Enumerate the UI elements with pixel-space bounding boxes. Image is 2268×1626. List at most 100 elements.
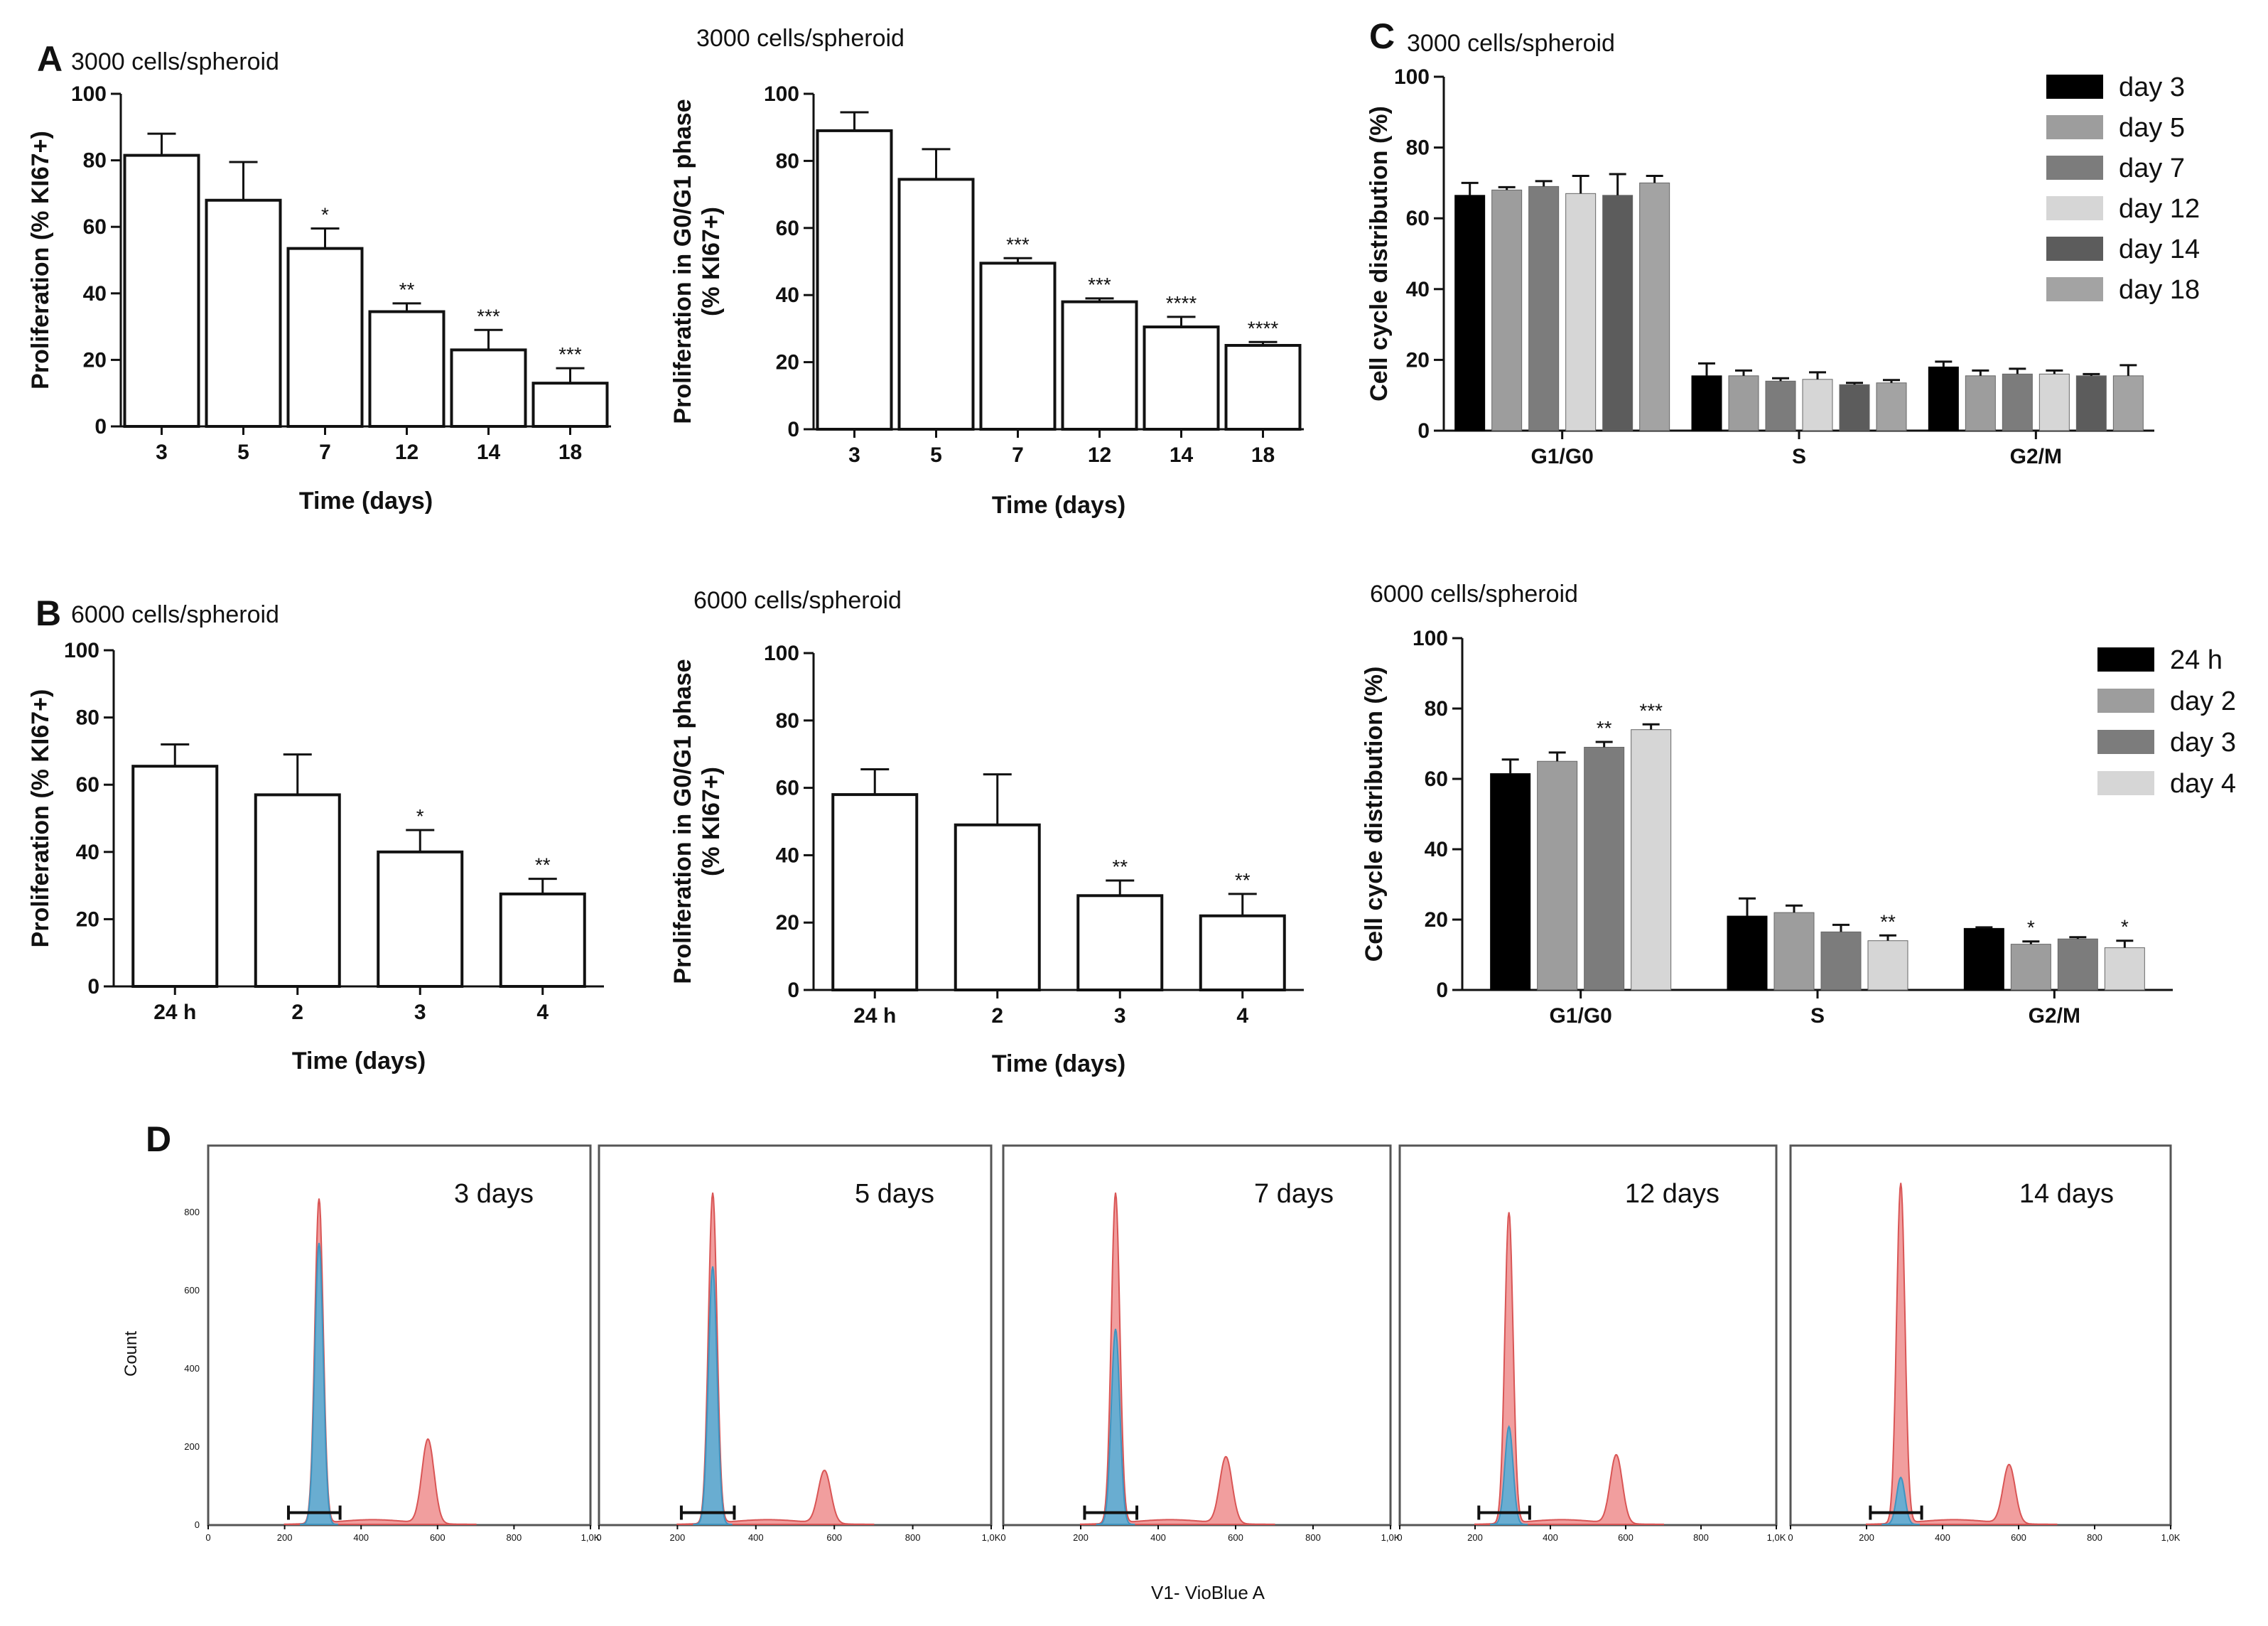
chart-caption: 3000 cells/spheroid xyxy=(71,48,279,75)
histogram-frame xyxy=(1002,1144,1392,1527)
bar xyxy=(1199,914,1286,991)
x-tick-label: 2 xyxy=(291,1001,303,1024)
chart-caption: 6000 cells/spheroid xyxy=(1370,581,1578,608)
histogram-panel: 12 days 0 200 400 600 800 1,0K xyxy=(1397,1144,1786,1543)
bar xyxy=(1061,300,1138,431)
significance-mark: * xyxy=(321,204,329,226)
y-tick-label: 20 xyxy=(1425,908,1448,932)
histogram-frame xyxy=(598,1144,993,1527)
x-tick-label: 200 xyxy=(1467,1532,1483,1543)
bar xyxy=(377,850,464,989)
y-tick-label: 20 xyxy=(83,348,107,372)
bar xyxy=(1867,940,1908,991)
x-tick-label: 600 xyxy=(826,1532,842,1543)
y-axis-title-line: Proliferation (% KI67+) xyxy=(27,131,54,389)
chart-C2: 6000 cells/spheroid 0 20 40 60 80 100 Cell cycl… xyxy=(1361,581,2236,1028)
histogram-label: 3 days xyxy=(454,1179,534,1209)
histogram-label: 7 days xyxy=(1254,1179,1334,1209)
y-tick-label: 40 xyxy=(1425,838,1448,861)
bar xyxy=(1454,195,1486,431)
x-tick-label: 24 h xyxy=(853,1004,896,1028)
x-axis-title: Time (days) xyxy=(292,1048,426,1075)
histogram-panel: 7 days 0 200 400 600 800 1,0K xyxy=(1000,1144,1400,1543)
x-tick-label: 200 xyxy=(1859,1532,1874,1543)
bar xyxy=(1728,375,1759,431)
significance-mark: *** xyxy=(1088,274,1111,296)
bar xyxy=(1876,382,1907,431)
legend-swatch xyxy=(2046,75,2103,99)
bar xyxy=(1528,185,1560,431)
bar xyxy=(1691,375,1722,431)
x-tick-label: G1/G0 xyxy=(1530,445,1593,468)
y-tick-label: 800 xyxy=(184,1207,200,1217)
bar xyxy=(531,382,609,428)
x-axis-title: Time (days) xyxy=(299,488,433,515)
legend-label: day 2 xyxy=(2170,687,2236,716)
x-tick-label: 14 xyxy=(1170,443,1194,467)
y-axis-title: Proliferation (% KI67+) xyxy=(27,689,54,948)
panel-letter: C xyxy=(1369,16,1395,56)
legend-swatch xyxy=(2046,156,2103,180)
x-tick-label: 800 xyxy=(2087,1532,2102,1543)
histogram-frame xyxy=(1789,1144,2172,1527)
significance-mark: ** xyxy=(1112,856,1128,878)
y-tick-label: 60 xyxy=(1425,768,1448,791)
bar xyxy=(1839,384,1870,431)
histogram-total-curve xyxy=(1080,1192,1275,1525)
histogram-ki67-curve xyxy=(1096,1328,1135,1525)
significance-mark: ** xyxy=(535,854,551,876)
x-tick-label: 4 xyxy=(1236,1004,1248,1028)
y-axis-title-line: Proliferation (% KI67+) xyxy=(27,689,54,948)
bar xyxy=(897,178,975,431)
y-tick-label: 20 xyxy=(776,351,799,375)
legend-swatch xyxy=(2097,647,2154,672)
x-tick-label: 1,0K xyxy=(2161,1532,2181,1543)
bar xyxy=(954,823,1041,991)
x-tick-label: 600 xyxy=(2011,1532,2026,1543)
x-tick-label: 5 xyxy=(237,441,249,464)
bar xyxy=(450,348,527,428)
bar xyxy=(2002,373,2033,431)
y-tick-label: 100 xyxy=(764,642,799,665)
bar xyxy=(1491,189,1523,431)
y-axis-title-line: Cell cycle distribution (%) xyxy=(1366,106,1393,402)
x-tick-label: 7 xyxy=(319,441,331,464)
legend-swatch xyxy=(2097,730,2154,754)
x-axis-title: Time (days) xyxy=(992,1050,1125,1077)
legend-swatch xyxy=(2046,196,2103,220)
bar xyxy=(831,793,919,991)
y-tick-label: 100 xyxy=(64,639,99,662)
legend-label: day 18 xyxy=(2119,275,2200,305)
histogram-total-curve xyxy=(1474,1212,1664,1525)
y-axis-title: Proliferation (% KI67+) xyxy=(27,131,54,389)
y-tick-label: 80 xyxy=(1425,697,1448,721)
x-tick-label: 600 xyxy=(1228,1532,1243,1543)
legend-swatch xyxy=(2046,277,2103,301)
bar xyxy=(1820,931,1862,991)
x-tick-label: 2 xyxy=(991,1004,1003,1028)
y-tick-label: 60 xyxy=(776,777,799,800)
chart-B1: 6000 cells/spheroid B 0 20 40 60 80 100 Prolifer… xyxy=(27,593,604,1075)
x-tick-label: 24 h xyxy=(153,1001,196,1024)
x-tick-label: 400 xyxy=(748,1532,764,1543)
y-tick-label: 20 xyxy=(776,911,799,935)
y-tick-label: 80 xyxy=(1406,136,1430,160)
histogram-total-curve xyxy=(1866,1183,2058,1525)
bar xyxy=(254,793,341,988)
y-axis-title: Cell cycle distribution (%) xyxy=(1366,106,1393,402)
histogram-panels: D V1- VioBlue A Count 3 days 0 200 400 600 800 1,… xyxy=(122,1119,2181,1603)
y-axis-title: Proliferation in G0/G1 phase(% KI67+) xyxy=(669,659,725,984)
significance-mark: ** xyxy=(1235,869,1251,891)
panel-letter: D xyxy=(146,1119,171,1159)
y-axis-title: Proliferation in G0/G1 phase(% KI67+) xyxy=(669,99,725,424)
y-tick-label: 40 xyxy=(83,282,107,306)
x-tick-label: 18 xyxy=(1251,443,1275,467)
legend-label: day 5 xyxy=(2119,113,2185,143)
y-tick-label: 20 xyxy=(76,908,99,931)
x-tick-label: 200 xyxy=(670,1532,686,1543)
bar xyxy=(2038,373,2070,431)
bar xyxy=(1773,912,1815,991)
legend-swatch xyxy=(2046,115,2103,139)
